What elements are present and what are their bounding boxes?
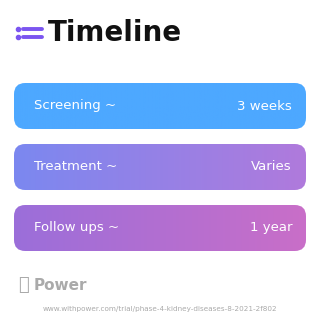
Text: Treatment ~: Treatment ~ (34, 161, 117, 174)
Text: 3 weeks: 3 weeks (237, 99, 292, 112)
Text: Timeline: Timeline (48, 19, 182, 47)
Text: Power: Power (34, 278, 87, 292)
Text: Follow ups ~: Follow ups ~ (34, 221, 119, 234)
Text: 1 year: 1 year (250, 221, 292, 234)
Text: ␧: ␧ (18, 276, 29, 294)
Text: www.withpower.com/trial/phase-4-kidney-diseases-8-2021-2f802: www.withpower.com/trial/phase-4-kidney-d… (43, 306, 277, 312)
Text: Screening ~: Screening ~ (34, 99, 116, 112)
Text: Varies: Varies (252, 161, 292, 174)
